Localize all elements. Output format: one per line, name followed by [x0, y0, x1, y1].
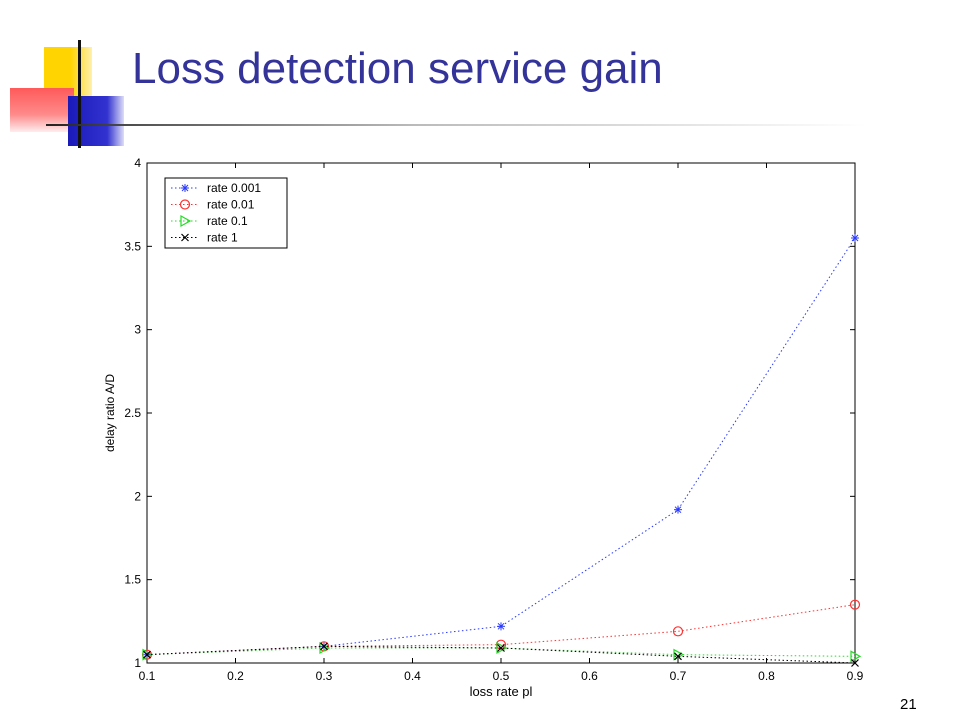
triangle-shape	[180, 214, 192, 228]
decor-vertical-line	[78, 40, 81, 148]
x-tick-label: 0.5	[493, 669, 510, 683]
x-stroke	[851, 659, 859, 667]
x-tick-label: 0.1	[139, 669, 156, 683]
circle-shape	[672, 626, 684, 637]
data-point-rate-0-001	[851, 234, 859, 242]
x-tick-label: 0.8	[758, 669, 775, 683]
data-point-rate-0-01	[672, 626, 684, 637]
data-point-rate-0-1	[142, 648, 154, 661]
data-point-rate-0-1	[496, 641, 508, 655]
star-stroke	[181, 184, 189, 192]
x-stroke	[674, 652, 682, 661]
circle-shape	[179, 199, 191, 210]
y-axis-label: delay ratio A/D	[103, 374, 117, 452]
x-tick-label: 0.3	[316, 669, 333, 683]
legend-marker-rate-0-001	[181, 184, 189, 192]
data-point-rate-1	[320, 642, 328, 651]
data-point-rate-0-001	[497, 622, 505, 631]
x-stroke	[143, 650, 151, 659]
x-stroke	[181, 233, 189, 242]
data-point-rate-0-001	[674, 505, 682, 514]
data-point-rate-1	[674, 652, 682, 661]
triangle-shape	[496, 641, 508, 655]
y-tick-label: 4	[134, 156, 141, 170]
y-tick-label: 3.5	[124, 239, 141, 253]
data-point-rate-0-01	[849, 599, 861, 610]
data-point-rate-1	[143, 650, 151, 659]
circle-shape	[849, 599, 861, 610]
y-tick-label: 3	[134, 323, 141, 337]
x-axis-label: loss rate pl	[470, 684, 533, 699]
legend-label-rate-0-001: rate 0.001	[207, 181, 261, 195]
legend-label-rate-0-01: rate 0.01	[207, 198, 255, 212]
x-tick-label: 0.6	[581, 669, 598, 683]
x-stroke	[320, 642, 328, 651]
legend-label-rate-0-1: rate 0.1	[207, 214, 248, 228]
x-tick-label: 0.4	[404, 669, 421, 683]
decor-blue-square	[68, 96, 124, 146]
legend-label-rate-1: rate 1	[207, 231, 238, 245]
legend-marker-rate-0-1	[180, 214, 192, 228]
y-tick-label: 2	[134, 489, 141, 503]
star-stroke	[851, 234, 859, 242]
x-stroke	[497, 644, 505, 652]
legend-marker-rate-1	[181, 233, 189, 242]
x-tick-label: 0.2	[227, 669, 244, 683]
data-point-rate-1	[497, 644, 505, 652]
title-underline	[46, 124, 866, 126]
data-point-rate-1	[851, 659, 859, 667]
x-tick-label: 0.7	[670, 669, 687, 683]
star-stroke	[497, 622, 505, 630]
series-line-rate-0-001	[146, 237, 856, 656]
star-stroke	[674, 506, 682, 514]
slide-title: Loss detection service gain	[132, 44, 663, 93]
triangle-shape	[142, 648, 154, 661]
triangle-shape	[850, 650, 862, 663]
data-point-rate-0-1	[850, 650, 862, 663]
legend-marker-rate-0-01	[179, 199, 191, 210]
y-tick-label: 2.5	[124, 406, 141, 420]
y-tick-label: 1.5	[124, 573, 141, 587]
y-tick-label: 1	[134, 656, 141, 670]
x-tick-label: 0.9	[847, 669, 864, 683]
page-number: 21	[900, 696, 917, 713]
